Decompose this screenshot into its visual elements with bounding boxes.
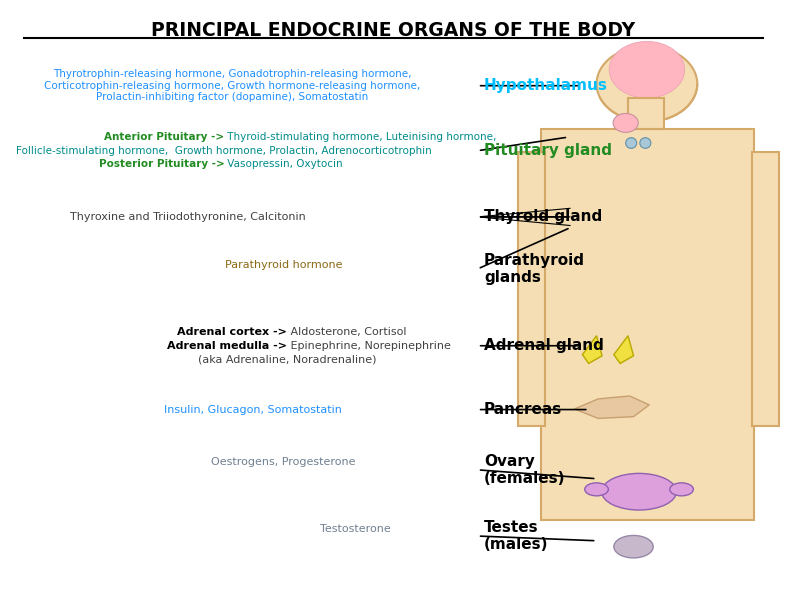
- Ellipse shape: [602, 473, 677, 510]
- Text: PRINCIPAL ENDOCRINE ORGANS OF THE BODY: PRINCIPAL ENDOCRINE ORGANS OF THE BODY: [151, 21, 636, 40]
- Ellipse shape: [585, 483, 608, 496]
- Text: Testes
(males): Testes (males): [484, 520, 549, 552]
- Polygon shape: [582, 336, 602, 363]
- Text: Vasopressin, Oxytocin: Vasopressin, Oxytocin: [224, 160, 343, 169]
- Ellipse shape: [670, 483, 693, 496]
- Text: Adrenal medulla ->: Adrenal medulla ->: [168, 341, 287, 350]
- Text: Pancreas: Pancreas: [484, 402, 562, 417]
- Text: Thyroid-stimulating hormone, Luteinising hormone,: Thyroid-stimulating hormone, Luteinising…: [224, 132, 497, 142]
- Text: Epinephrine, Norepinephrine: Epinephrine, Norepinephrine: [287, 341, 451, 350]
- Text: Hypothalamus: Hypothalamus: [484, 78, 608, 93]
- Text: Oestrogens, Progesterone: Oestrogens, Progesterone: [211, 457, 356, 467]
- Circle shape: [609, 41, 685, 98]
- FancyBboxPatch shape: [628, 98, 664, 129]
- Polygon shape: [541, 129, 754, 520]
- Ellipse shape: [614, 535, 653, 558]
- Text: Anterior Pituitary ->: Anterior Pituitary ->: [104, 132, 224, 142]
- Text: Adrenal gland: Adrenal gland: [484, 338, 604, 353]
- Text: Parathyroid hormone: Parathyroid hormone: [225, 260, 342, 269]
- Text: Pituitary gland: Pituitary gland: [484, 143, 612, 158]
- Circle shape: [597, 46, 697, 122]
- Ellipse shape: [640, 138, 651, 148]
- Text: Adrenal cortex ->: Adrenal cortex ->: [177, 327, 287, 337]
- Text: Follicle-stimulating hormone,  Growth hormone, Prolactin, Adrenocorticotrophin: Follicle-stimulating hormone, Growth hor…: [17, 146, 432, 155]
- Text: Testosterone: Testosterone: [320, 524, 391, 534]
- Polygon shape: [752, 152, 779, 426]
- Text: (aka Adrenaline, Noradrenaline): (aka Adrenaline, Noradrenaline): [198, 355, 376, 364]
- Text: Ovary
(females): Ovary (females): [484, 454, 566, 486]
- Text: Thyrotrophin-releasing hormone, Gonadotrophin-releasing hormone,
Corticotrophin-: Thyrotrophin-releasing hormone, Gonadotr…: [44, 69, 420, 102]
- Text: Thyroid gland: Thyroid gland: [484, 209, 602, 225]
- Text: Parathyroid
glands: Parathyroid glands: [484, 253, 585, 285]
- Ellipse shape: [626, 138, 637, 148]
- Polygon shape: [614, 336, 634, 363]
- Polygon shape: [518, 152, 545, 426]
- Text: Aldosterone, Cortisol: Aldosterone, Cortisol: [287, 327, 407, 337]
- Text: Thyroxine and Triiodothyronine, Calcitonin: Thyroxine and Triiodothyronine, Calciton…: [69, 212, 305, 222]
- Text: Insulin, Glucagon, Somatostatin: Insulin, Glucagon, Somatostatin: [164, 405, 342, 414]
- Circle shape: [613, 113, 638, 132]
- Polygon shape: [575, 396, 649, 418]
- Text: Posterior Pituitary ->: Posterior Pituitary ->: [98, 160, 224, 169]
